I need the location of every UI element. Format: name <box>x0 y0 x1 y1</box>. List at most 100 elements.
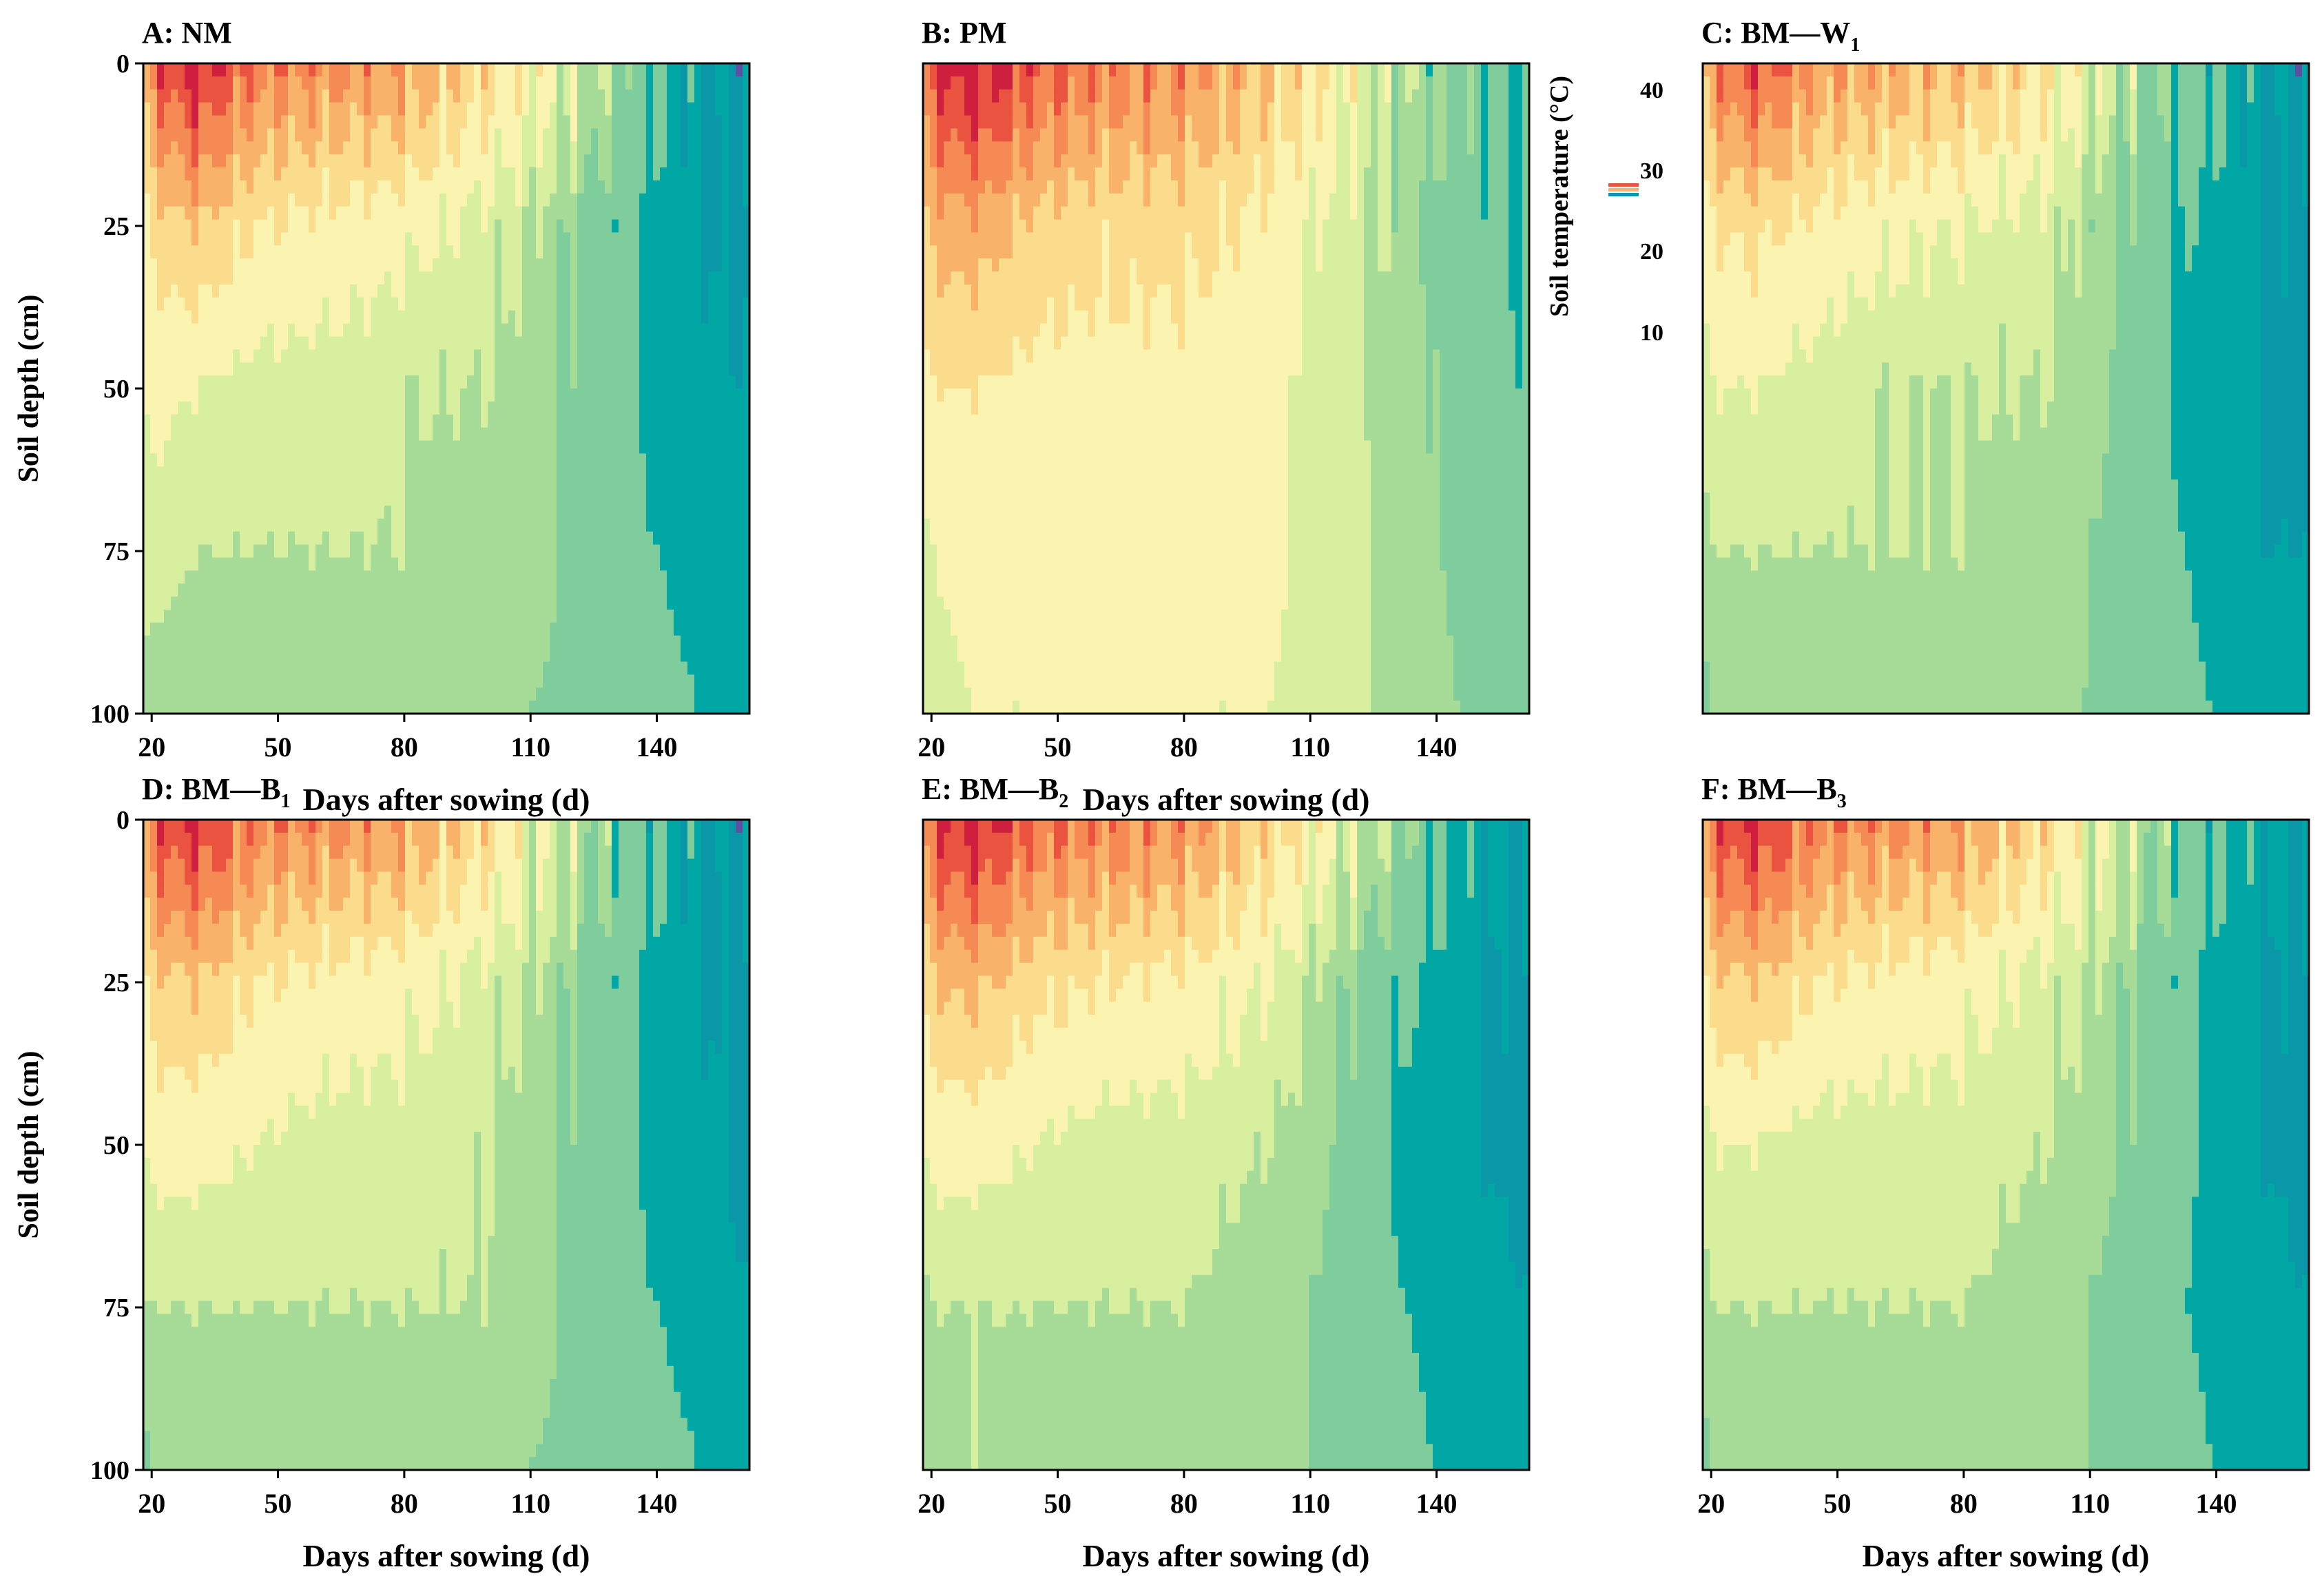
contour-cell <box>625 414 633 428</box>
contour-cell <box>281 141 289 155</box>
contour-cell <box>736 622 743 636</box>
contour-cell <box>295 349 302 363</box>
contour-cell <box>743 349 749 363</box>
contour-cell <box>495 570 502 584</box>
contour-cell <box>557 323 564 338</box>
contour-cell <box>543 635 550 650</box>
contour-cell <box>350 89 357 103</box>
contour-cell <box>412 271 419 285</box>
contour-cell <box>267 193 275 207</box>
contour-cell <box>267 245 275 259</box>
contour-cell <box>923 440 931 454</box>
contour-cell <box>501 479 509 493</box>
contour-cell <box>384 388 392 402</box>
contour-cell <box>322 674 330 688</box>
contour-cell <box>957 388 965 402</box>
contour-cell <box>736 401 743 415</box>
contour-cell <box>281 557 289 571</box>
contour-cell <box>371 648 378 663</box>
contour-cell <box>646 570 654 584</box>
contour-cell <box>474 440 481 454</box>
contour-cell <box>267 362 275 376</box>
contour-cell <box>219 622 227 636</box>
contour-cell <box>529 63 537 77</box>
contour-cell <box>619 570 626 584</box>
contour-cell <box>474 232 481 246</box>
contour-cell <box>240 427 247 442</box>
contour-cell <box>508 388 516 402</box>
contour-cell <box>646 427 654 442</box>
contour-cell <box>660 479 667 493</box>
contour-cell <box>992 245 999 259</box>
contour-cell <box>171 609 178 623</box>
contour-cell <box>439 154 447 168</box>
contour-cell <box>288 180 296 194</box>
contour-cell <box>930 466 937 480</box>
contour-cell <box>157 336 165 350</box>
contour-cell <box>522 193 530 207</box>
contour-cell <box>446 635 454 650</box>
contour-cell <box>439 284 447 298</box>
contour-cell <box>999 128 1006 142</box>
contour-cell <box>522 597 530 610</box>
contour-cell <box>999 167 1006 181</box>
contour-cell <box>978 661 986 675</box>
contour-cell <box>577 453 585 467</box>
contour-cell <box>212 310 220 324</box>
contour-cell <box>247 297 254 311</box>
contour-cell <box>198 323 206 338</box>
contour-cell <box>722 493 729 506</box>
contour-cell <box>171 427 178 442</box>
contour-cell <box>639 128 647 142</box>
contour-cell <box>205 219 213 234</box>
contour-cell <box>736 232 743 246</box>
contour-cell <box>937 401 944 415</box>
contour-cell <box>674 362 681 376</box>
contour-cell <box>550 219 557 234</box>
contour-cell <box>584 622 592 636</box>
contour-cell <box>743 89 749 103</box>
contour-cell <box>687 414 695 428</box>
contour-cell <box>598 232 605 246</box>
contour-cell <box>570 362 578 376</box>
contour-cell <box>143 453 151 467</box>
contour-cell <box>951 453 958 467</box>
contour-cell <box>377 102 385 116</box>
contour-cell <box>281 167 289 181</box>
contour-cell <box>639 544 647 559</box>
contour-cell <box>743 336 749 350</box>
contour-cell <box>992 453 999 467</box>
contour-cell <box>501 583 509 597</box>
contour-cell <box>191 102 199 116</box>
contour-cell <box>619 674 626 688</box>
contour-cell <box>985 154 993 168</box>
contour-cell <box>488 531 495 546</box>
contour-cell <box>481 375 488 389</box>
contour-cell <box>937 232 944 246</box>
contour-cell <box>701 271 709 285</box>
contour-cell <box>570 661 578 675</box>
contour-cell <box>178 401 185 415</box>
contour-cell <box>653 401 661 415</box>
contour-cell <box>426 245 433 259</box>
contour-cell <box>426 597 433 610</box>
contour-cell <box>157 245 165 259</box>
contour-cell <box>957 167 965 181</box>
contour-cell <box>377 193 385 207</box>
contour-cell <box>743 493 749 506</box>
contour-cell <box>198 661 206 675</box>
contour-cell <box>398 115 406 129</box>
contour-cell <box>247 141 254 155</box>
contour-cell <box>219 297 227 311</box>
contour-cell <box>433 701 440 714</box>
contour-cell <box>992 440 999 454</box>
contour-cell <box>467 648 475 663</box>
contour-cell <box>591 128 599 142</box>
contour-cell <box>653 219 661 234</box>
contour-cell <box>701 440 709 454</box>
contour-cell <box>722 622 729 636</box>
contour-cell <box>233 583 240 597</box>
contour-cell <box>336 141 344 155</box>
contour-cell <box>736 323 743 338</box>
contour-cell <box>667 180 674 194</box>
